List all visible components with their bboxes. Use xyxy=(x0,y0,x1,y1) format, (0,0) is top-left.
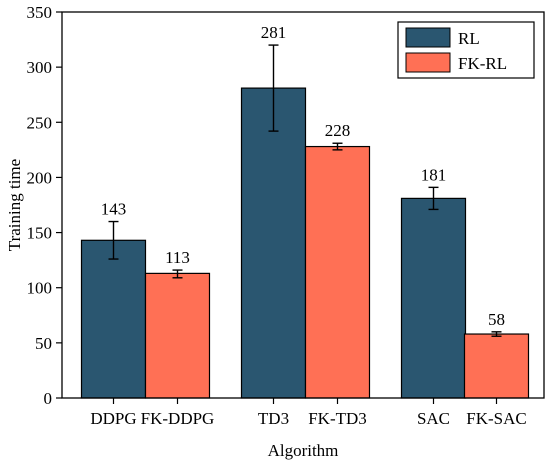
bar-fk-td3 xyxy=(306,147,370,398)
bars xyxy=(82,88,529,398)
y-tick-label: 300 xyxy=(27,58,53,77)
bar-fk-ddpg xyxy=(146,273,210,398)
value-label-fk-sac: 58 xyxy=(488,310,505,329)
y-tick-label: 50 xyxy=(35,334,52,353)
y-tick-label: 150 xyxy=(27,224,53,243)
bar-td3 xyxy=(242,88,306,398)
legend-swatch-fk-rl xyxy=(406,53,450,72)
legend-swatch-rl xyxy=(406,28,450,47)
x-tick-label-fk-sac: FK-SAC xyxy=(466,409,526,428)
bar-sac xyxy=(402,198,466,398)
y-tick-label: 100 xyxy=(27,279,53,298)
value-label-fk-td3: 228 xyxy=(325,121,351,140)
x-tick-label-td3: TD3 xyxy=(258,409,289,428)
x-tick-label-fk-ddpg: FK-DDPG xyxy=(141,409,215,428)
value-label-td3: 281 xyxy=(261,23,287,42)
legend: RL FK-RL xyxy=(398,22,534,78)
legend-label-fk-rl: FK-RL xyxy=(458,54,507,73)
bar-fk-sac xyxy=(465,334,529,398)
y-axis-label: Training time xyxy=(5,159,24,251)
value-label-fk-ddpg: 113 xyxy=(165,248,190,267)
y-tick-label: 200 xyxy=(27,168,53,187)
y-axis-ticks: 0 50 100 150 200 250 300 350 xyxy=(27,3,63,408)
x-tick-label-sac: SAC xyxy=(417,409,450,428)
value-label-ddpg: 143 xyxy=(101,200,127,219)
y-tick-label: 350 xyxy=(27,3,53,22)
legend-label-rl: RL xyxy=(458,29,480,48)
x-tick-label-ddpg: DDPG xyxy=(90,409,136,428)
y-tick-label: 0 xyxy=(44,389,53,408)
y-tick-label: 250 xyxy=(27,113,53,132)
x-tick-label-fk-td3: FK-TD3 xyxy=(308,409,367,428)
bar-ddpg xyxy=(82,240,146,398)
x-axis-ticks: DDPG FK-DDPG TD3 FK-TD3 SAC FK-SAC xyxy=(90,398,526,428)
value-label-sac: 181 xyxy=(421,165,447,184)
x-axis-label: Algorithm xyxy=(268,441,339,460)
